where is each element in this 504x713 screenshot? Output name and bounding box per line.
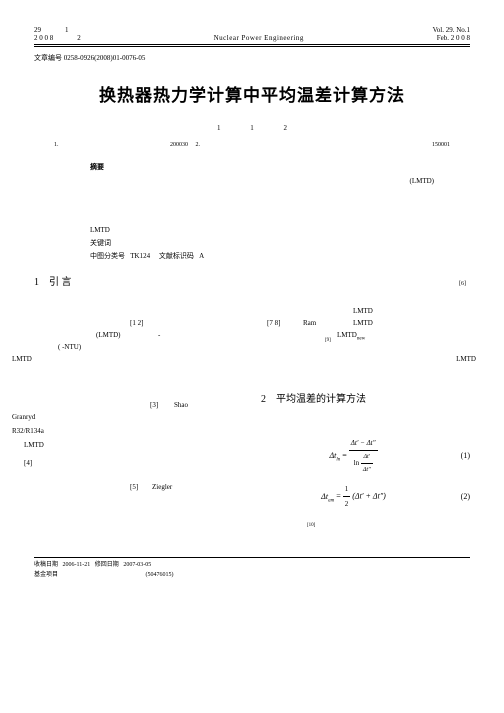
ziegler: Ziegler xyxy=(152,480,172,494)
footer-rule xyxy=(34,557,470,558)
doc-code: A xyxy=(199,252,204,260)
rev-date: 2007-03-05 xyxy=(123,562,151,568)
ref-5: [5] xyxy=(130,480,138,494)
left-column: [1 2] (LMTD) - ( -NTU) LMTD [3] Shao Gra… xyxy=(34,292,243,531)
article-no-value: 0258-0926(2008)01-0076-05 xyxy=(64,54,146,62)
article-number: 文章编号 0258-0926(2008)01-0076-05 xyxy=(34,53,470,63)
equation-1: Δtln = Δt′ − Δt″ ln Δt′ Δt″ (1) xyxy=(261,436,470,476)
author-3: 2 xyxy=(284,124,288,132)
affiliations: 1. 200030 2. 150001 xyxy=(54,142,450,148)
eq1-lhs: Δtln xyxy=(329,451,340,460)
paper-title: 换热器热力学计算中平均温差计算方法 xyxy=(34,81,470,106)
sec1-num: 1 xyxy=(34,277,39,288)
fund-label: 基金项目 xyxy=(34,572,58,578)
lmtd-r3: LMTD xyxy=(261,352,476,366)
sec1-title: 引 言 xyxy=(49,277,72,288)
date-en: Feb. 2 0 0 8 xyxy=(437,34,470,42)
lmtd-new: LMTDnew xyxy=(337,328,365,344)
recv-label: 收稿日期 xyxy=(34,562,58,568)
ntu: ( -NTU) xyxy=(58,340,81,354)
affil-2-num: 2. xyxy=(196,142,201,148)
eq2-lhs: Δtam xyxy=(321,492,334,501)
class-code: TK124 xyxy=(130,252,150,260)
eq2-paren: (Δt′ + Δt″) xyxy=(352,492,386,501)
ref-10: [10] xyxy=(307,521,315,531)
dash: - xyxy=(158,328,160,342)
month-cn: 2 xyxy=(77,34,81,42)
affil-2-zip: 150001 xyxy=(432,142,450,148)
vol-cn: 29 xyxy=(34,26,41,34)
classification: 中图分类号 TK124 文献标识码 A xyxy=(90,251,470,261)
eq2-no: (2) xyxy=(446,489,470,505)
lmtd-paren: (LMTD) xyxy=(96,328,121,342)
eq1-frac: Δt′ − Δt″ ln Δt′ Δt″ xyxy=(349,436,378,476)
ref-1-2: [1 2] xyxy=(130,316,143,330)
article-no-label: 文章编号 xyxy=(34,54,62,62)
sec2-num: 2 xyxy=(261,394,266,405)
rev-label: 修回日期 xyxy=(95,562,119,568)
shao: Shao xyxy=(174,398,188,412)
affil-1-num: 1. xyxy=(54,142,59,148)
ref-9: [9] xyxy=(325,336,331,346)
class-label: 中图分类号 xyxy=(90,252,125,260)
recv-date: 2006-11-21 xyxy=(63,562,91,568)
kw-lmtd: LMTD xyxy=(90,224,470,237)
journal-name: Nuclear Power Engineering xyxy=(214,34,304,42)
eq2-half: 1 2 xyxy=(343,482,351,511)
section-2-heading: 2 平均温差的计算方法 xyxy=(261,390,470,410)
granryd: Granryd xyxy=(12,410,243,424)
issue-cn: 1 xyxy=(65,26,69,34)
author-1: 1 xyxy=(217,124,221,132)
affil-1-zip: 200030 xyxy=(170,142,188,148)
sec2-title: 平均温差的计算方法 xyxy=(276,394,366,405)
year-cn: 2 0 0 8 xyxy=(34,34,53,42)
r32: R32/R134a xyxy=(12,424,243,438)
keywords-block: LMTD 关键词 xyxy=(90,224,470,249)
doc-label: 文献标识码 xyxy=(159,252,194,260)
kw-label: 关键词 xyxy=(90,237,470,250)
fund-no: (50476015) xyxy=(146,572,174,578)
ref-4: [4] xyxy=(24,456,32,470)
ref-6: [6] xyxy=(459,281,466,287)
eq1-eq: = xyxy=(342,451,347,460)
authors: 1 1 2 xyxy=(34,124,470,132)
ref-7-8: [7 8] xyxy=(267,316,280,330)
lmtd-3: LMTD xyxy=(24,438,243,452)
author-2: 1 xyxy=(250,124,254,132)
equation-2: Δtam = 1 2 (Δt′ + Δt″) (2) xyxy=(261,482,470,511)
footer: 收稿日期 2006-11-21 修回日期 2007-03-05 基金项目 (50… xyxy=(34,561,470,580)
header-row-1: 29 1 Vol. 29. No.1 xyxy=(34,26,470,34)
rule-top-2 xyxy=(34,46,470,47)
header-row-2: 2 0 0 8 2 Nuclear Power Engineering Feb.… xyxy=(34,34,470,42)
ram: Ram xyxy=(303,316,316,330)
ref-3: [3] xyxy=(150,398,158,412)
lmtd-left: LMTD xyxy=(12,352,243,366)
rule-top-1 xyxy=(34,44,470,45)
section-1-heading: 1 引 言 xyxy=(34,273,72,288)
eq2-eq: = xyxy=(336,492,341,501)
vol-en: Vol. 29. No.1 xyxy=(433,26,470,34)
eq1-no: (1) xyxy=(446,448,470,464)
right-column: LMTD [7 8] Ram LMTD LMTDnew [9] LMTD 2平均… xyxy=(261,292,470,531)
abstract-label: 摘要 xyxy=(90,162,434,172)
two-column-body: [1 2] (LMTD) - ( -NTU) LMTD [3] Shao Gra… xyxy=(34,292,470,531)
abstract: 摘要 (LMTD) xyxy=(90,162,434,208)
abstract-lmtd: (LMTD) xyxy=(410,176,435,187)
